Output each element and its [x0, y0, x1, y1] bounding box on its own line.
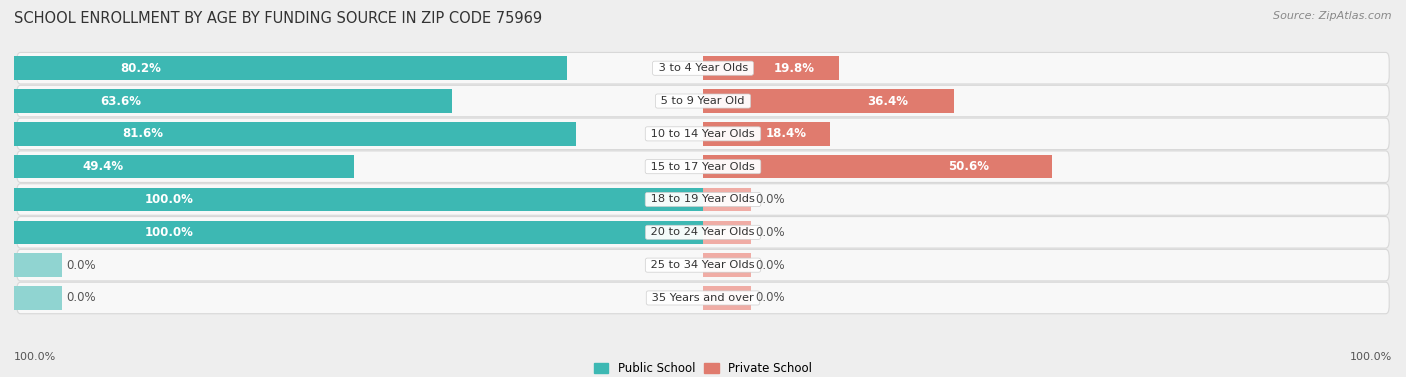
Bar — [703, 253, 751, 277]
FancyBboxPatch shape — [17, 184, 1389, 215]
Text: 20 to 24 Year Olds: 20 to 24 Year Olds — [647, 227, 759, 237]
Text: 19.8%: 19.8% — [773, 62, 815, 75]
FancyBboxPatch shape — [17, 250, 1389, 281]
Text: 63.6%: 63.6% — [100, 95, 141, 107]
Bar — [703, 221, 751, 244]
Bar — [703, 122, 830, 146]
Text: 25 to 34 Year Olds: 25 to 34 Year Olds — [647, 260, 759, 270]
Bar — [703, 89, 953, 113]
Text: 100.0%: 100.0% — [145, 226, 194, 239]
Bar — [14, 221, 703, 244]
Text: 50.6%: 50.6% — [948, 160, 988, 173]
Text: 0.0%: 0.0% — [66, 291, 96, 305]
Text: 18 to 19 Year Olds: 18 to 19 Year Olds — [647, 195, 759, 204]
Bar — [14, 57, 567, 80]
Text: 0.0%: 0.0% — [755, 291, 785, 305]
FancyBboxPatch shape — [17, 282, 1389, 314]
Text: 0.0%: 0.0% — [755, 193, 785, 206]
Bar — [14, 122, 576, 146]
Text: 80.2%: 80.2% — [121, 62, 162, 75]
Text: 100.0%: 100.0% — [14, 352, 56, 362]
Text: 5 to 9 Year Old: 5 to 9 Year Old — [658, 96, 748, 106]
Text: 81.6%: 81.6% — [122, 127, 163, 140]
Bar — [14, 89, 453, 113]
Text: 0.0%: 0.0% — [755, 259, 785, 272]
Text: Source: ZipAtlas.com: Source: ZipAtlas.com — [1274, 11, 1392, 21]
Bar — [14, 188, 703, 211]
Text: 35 Years and over: 35 Years and over — [648, 293, 758, 303]
Text: 18.4%: 18.4% — [766, 127, 807, 140]
Bar — [703, 286, 751, 310]
Text: 100.0%: 100.0% — [145, 193, 194, 206]
Text: 0.0%: 0.0% — [66, 259, 96, 272]
FancyBboxPatch shape — [17, 151, 1389, 182]
Text: 15 to 17 Year Olds: 15 to 17 Year Olds — [647, 162, 759, 172]
Bar — [703, 155, 1052, 178]
Text: 100.0%: 100.0% — [1350, 352, 1392, 362]
Bar — [703, 188, 751, 211]
Text: 0.0%: 0.0% — [755, 226, 785, 239]
Legend: Public School, Private School: Public School, Private School — [589, 357, 817, 377]
Text: 10 to 14 Year Olds: 10 to 14 Year Olds — [647, 129, 759, 139]
Text: SCHOOL ENROLLMENT BY AGE BY FUNDING SOURCE IN ZIP CODE 75969: SCHOOL ENROLLMENT BY AGE BY FUNDING SOUR… — [14, 11, 543, 26]
FancyBboxPatch shape — [17, 118, 1389, 150]
Bar — [703, 57, 839, 80]
Bar — [14, 155, 354, 178]
Text: 49.4%: 49.4% — [82, 160, 124, 173]
Bar — [14, 253, 62, 277]
FancyBboxPatch shape — [17, 85, 1389, 117]
FancyBboxPatch shape — [17, 52, 1389, 84]
FancyBboxPatch shape — [17, 216, 1389, 248]
Text: 3 to 4 Year Olds: 3 to 4 Year Olds — [655, 63, 751, 73]
Bar — [14, 286, 62, 310]
Text: 36.4%: 36.4% — [868, 95, 908, 107]
